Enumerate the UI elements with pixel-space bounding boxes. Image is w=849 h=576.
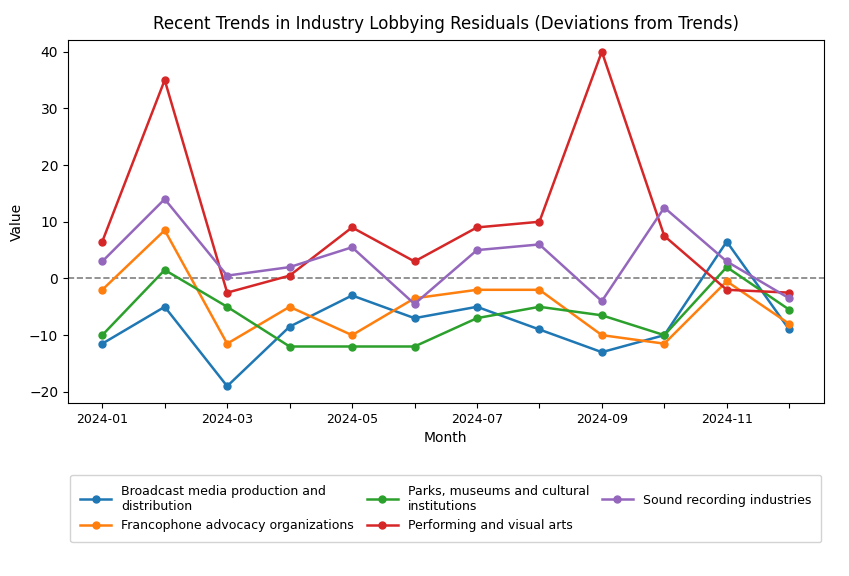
Parks, museums and cultural
institutions: [160, 267, 170, 274]
Broadcast media production and
distribution: [409, 314, 419, 321]
Francophone advocacy organizations: [409, 295, 419, 302]
Broadcast media production and
distribution: [97, 340, 107, 347]
Parks, museums and cultural
institutions: [597, 312, 607, 319]
Sound recording industries: [160, 196, 170, 203]
Performing and visual arts: [222, 289, 233, 296]
Francophone advocacy organizations: [784, 320, 795, 327]
Sound recording industries: [659, 204, 669, 211]
Line: Sound recording industries: Sound recording industries: [98, 196, 793, 308]
Title: Recent Trends in Industry Lobbying Residuals (Deviations from Trends): Recent Trends in Industry Lobbying Resid…: [153, 15, 739, 33]
Legend: Broadcast media production and
distribution, Francophone advocacy organizations,: Broadcast media production and distribut…: [70, 475, 822, 542]
Sound recording industries: [722, 258, 732, 265]
Francophone advocacy organizations: [472, 286, 482, 293]
Broadcast media production and
distribution: [659, 332, 669, 339]
Francophone advocacy organizations: [597, 332, 607, 339]
Broadcast media production and
distribution: [160, 304, 170, 310]
Performing and visual arts: [97, 238, 107, 245]
Parks, museums and cultural
institutions: [784, 306, 795, 313]
Francophone advocacy organizations: [284, 304, 295, 310]
Broadcast media production and
distribution: [472, 304, 482, 310]
Francophone advocacy organizations: [97, 286, 107, 293]
Performing and visual arts: [659, 233, 669, 240]
Francophone advocacy organizations: [222, 340, 233, 347]
Performing and visual arts: [347, 224, 357, 231]
Parks, museums and cultural
institutions: [534, 304, 544, 310]
Sound recording industries: [472, 247, 482, 253]
Line: Parks, museums and cultural
institutions: Parks, museums and cultural institutions: [98, 264, 793, 350]
Broadcast media production and
distribution: [597, 348, 607, 355]
Sound recording industries: [784, 295, 795, 302]
Performing and visual arts: [597, 48, 607, 55]
Performing and visual arts: [160, 77, 170, 84]
Parks, museums and cultural
institutions: [284, 343, 295, 350]
Line: Broadcast media production and
distribution: Broadcast media production and distribut…: [98, 238, 793, 389]
X-axis label: Month: Month: [424, 431, 468, 445]
Francophone advocacy organizations: [722, 278, 732, 285]
Francophone advocacy organizations: [534, 286, 544, 293]
Sound recording industries: [534, 241, 544, 248]
Line: Francophone advocacy organizations: Francophone advocacy organizations: [98, 227, 793, 347]
Broadcast media production and
distribution: [222, 382, 233, 389]
Sound recording industries: [347, 244, 357, 251]
Francophone advocacy organizations: [347, 332, 357, 339]
Performing and visual arts: [784, 289, 795, 296]
Parks, museums and cultural
institutions: [347, 343, 357, 350]
Sound recording industries: [222, 272, 233, 279]
Sound recording industries: [597, 298, 607, 305]
Broadcast media production and
distribution: [722, 238, 732, 245]
Francophone advocacy organizations: [160, 227, 170, 234]
Sound recording industries: [284, 264, 295, 271]
Y-axis label: Value: Value: [9, 203, 24, 241]
Broadcast media production and
distribution: [534, 326, 544, 333]
Parks, museums and cultural
institutions: [409, 343, 419, 350]
Performing and visual arts: [722, 286, 732, 293]
Line: Performing and visual arts: Performing and visual arts: [98, 48, 793, 296]
Performing and visual arts: [409, 258, 419, 265]
Parks, museums and cultural
institutions: [222, 304, 233, 310]
Broadcast media production and
distribution: [284, 323, 295, 330]
Parks, museums and cultural
institutions: [659, 332, 669, 339]
Francophone advocacy organizations: [659, 340, 669, 347]
Performing and visual arts: [534, 218, 544, 225]
Parks, museums and cultural
institutions: [97, 332, 107, 339]
Performing and visual arts: [472, 224, 482, 231]
Broadcast media production and
distribution: [784, 326, 795, 333]
Performing and visual arts: [284, 272, 295, 279]
Parks, museums and cultural
institutions: [722, 264, 732, 271]
Parks, museums and cultural
institutions: [472, 314, 482, 321]
Broadcast media production and
distribution: [347, 292, 357, 299]
Sound recording industries: [409, 301, 419, 308]
Sound recording industries: [97, 258, 107, 265]
